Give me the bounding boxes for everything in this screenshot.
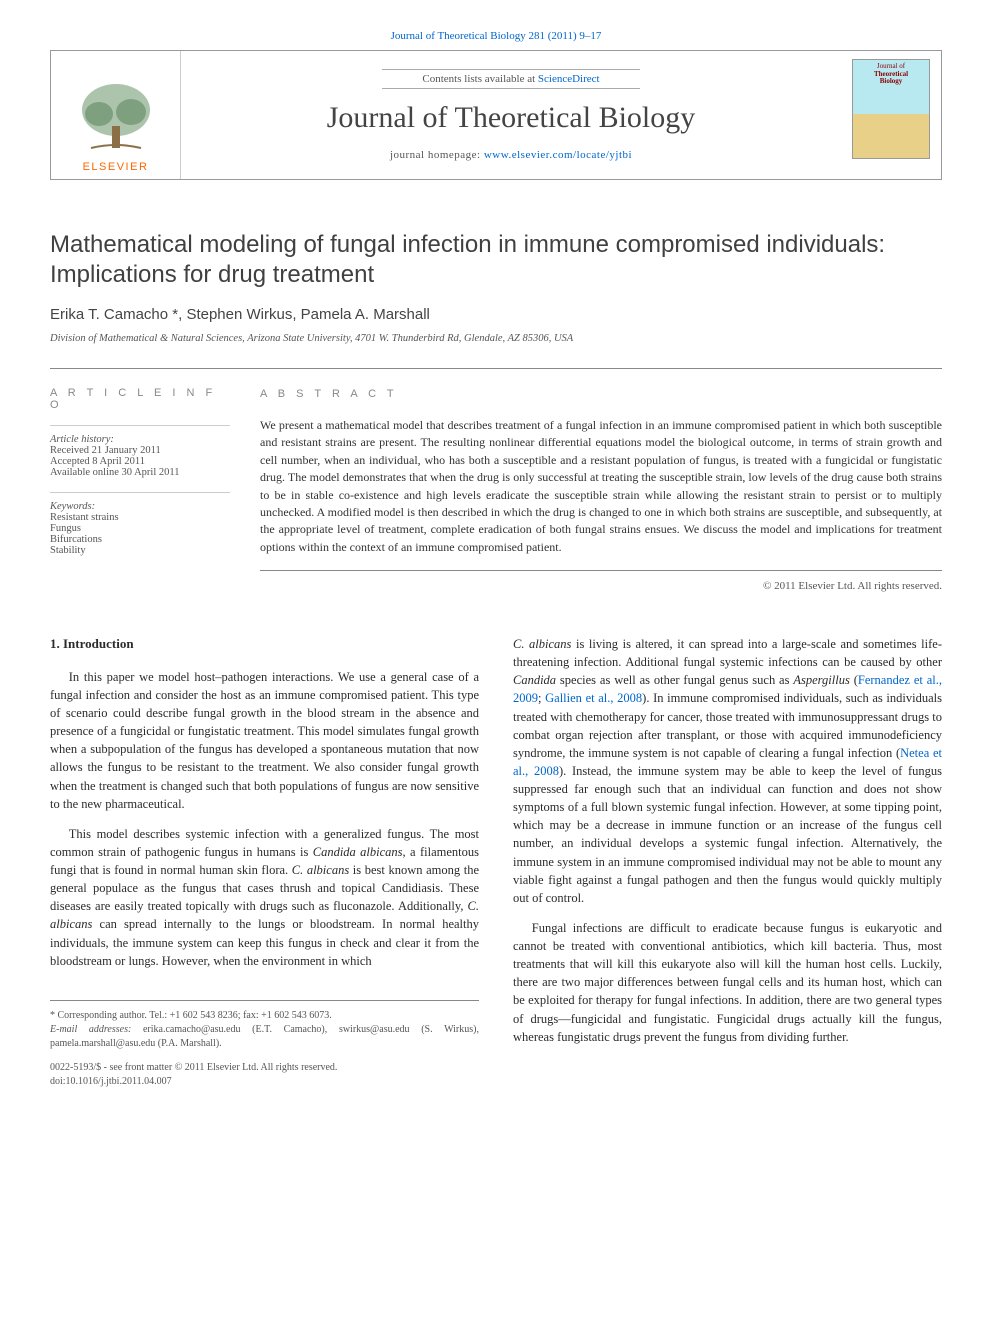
cover-line3: Biology bbox=[853, 78, 929, 86]
species-name: Candida bbox=[513, 673, 556, 687]
article-title: Mathematical modeling of fungal infectio… bbox=[50, 230, 942, 290]
corresponding-author: * Corresponding author. Tel.: +1 602 543… bbox=[50, 1009, 479, 1023]
elsevier-tree-icon bbox=[71, 82, 161, 157]
email-label: E-mail addresses: bbox=[50, 1024, 131, 1035]
homepage-prefix: journal homepage: bbox=[390, 149, 484, 161]
article-info-heading: A R T I C L E I N F O bbox=[50, 387, 230, 411]
authors: Erika T. Camacho *, Stephen Wirkus, Pame… bbox=[50, 306, 942, 323]
species-name: Candida albicans bbox=[313, 845, 403, 859]
footer-meta: 0022-5193/$ - see front matter © 2011 El… bbox=[50, 1061, 479, 1089]
affiliation: Division of Mathematical & Natural Scien… bbox=[50, 333, 942, 344]
abstract-column: A B S T R A C T We present a mathematica… bbox=[260, 387, 942, 595]
keyword: Fungus bbox=[50, 523, 230, 534]
meta-abstract-row: A R T I C L E I N F O Article history: R… bbox=[50, 368, 942, 595]
body-paragraph: In this paper we model host–pathogen int… bbox=[50, 668, 479, 813]
text-run: is living is altered, it can spread into… bbox=[513, 637, 942, 669]
body-paragraph: C. albicans is living is altered, it can… bbox=[513, 635, 942, 907]
sciencedirect-link[interactable]: ScienceDirect bbox=[538, 73, 600, 85]
doi-line: doi:10.1016/j.jtbi.2011.04.007 bbox=[50, 1075, 479, 1089]
citation-link[interactable]: Gallien et al., 2008 bbox=[545, 691, 642, 705]
text-run: ). Instead, the immune system may be abl… bbox=[513, 764, 942, 905]
species-name: Aspergillus bbox=[793, 673, 849, 687]
keyword: Stability bbox=[50, 545, 230, 556]
contents-line: Contents lists available at ScienceDirec… bbox=[382, 69, 639, 89]
journal-cover-thumbnail[interactable]: Journal of Theoretical Biology bbox=[852, 59, 930, 159]
homepage-line: journal homepage: www.elsevier.com/locat… bbox=[390, 149, 632, 161]
publisher-name: ELSEVIER bbox=[83, 161, 149, 173]
body-paragraph: This model describes systemic infection … bbox=[50, 825, 479, 970]
keywords-label: Keywords: bbox=[50, 501, 230, 512]
history-accepted: Accepted 8 April 2011 bbox=[50, 456, 230, 467]
body-column-right: C. albicans is living is altered, it can… bbox=[513, 635, 942, 1089]
body-columns: 1. Introduction In this paper we model h… bbox=[50, 635, 942, 1089]
section-heading: 1. Introduction bbox=[50, 635, 479, 654]
footnotes: * Corresponding author. Tel.: +1 602 543… bbox=[50, 1000, 479, 1051]
keyword: Bifurcations bbox=[50, 534, 230, 545]
homepage-link[interactable]: www.elsevier.com/locate/yjtbi bbox=[484, 149, 632, 161]
abstract-text: We present a mathematical model that des… bbox=[260, 417, 942, 571]
masthead: ELSEVIER Contents lists available at Sci… bbox=[50, 50, 942, 180]
article-info-column: A R T I C L E I N F O Article history: R… bbox=[50, 387, 260, 595]
keyword: Resistant strains bbox=[50, 512, 230, 523]
citation-header[interactable]: Journal of Theoretical Biology 281 (2011… bbox=[50, 30, 942, 42]
text-run: ( bbox=[850, 673, 858, 687]
text-run: species as well as other fungal genus su… bbox=[556, 673, 793, 687]
history-label: Article history: bbox=[50, 434, 230, 445]
species-name: C. albicans bbox=[513, 637, 571, 651]
history-online: Available online 30 April 2011 bbox=[50, 467, 230, 478]
issn-line: 0022-5193/$ - see front matter © 2011 El… bbox=[50, 1061, 479, 1075]
species-name: C. albicans bbox=[292, 863, 349, 877]
cover-thumb-block: Journal of Theoretical Biology bbox=[841, 51, 941, 179]
journal-name: Journal of Theoretical Biology bbox=[327, 101, 696, 135]
history-received: Received 21 January 2011 bbox=[50, 445, 230, 456]
masthead-center: Contents lists available at ScienceDirec… bbox=[181, 51, 841, 179]
history-block: Article history: Received 21 January 201… bbox=[50, 425, 230, 478]
body-column-left: 1. Introduction In this paper we model h… bbox=[50, 635, 479, 1089]
contents-prefix: Contents lists available at bbox=[422, 73, 537, 85]
body-paragraph: Fungal infections are difficult to eradi… bbox=[513, 919, 942, 1046]
publisher-block: ELSEVIER bbox=[51, 51, 181, 179]
abstract-copyright: © 2011 Elsevier Ltd. All rights reserved… bbox=[260, 579, 942, 595]
keywords-block: Keywords: Resistant strains Fungus Bifur… bbox=[50, 492, 230, 556]
email-line: E-mail addresses: erika.camacho@asu.edu … bbox=[50, 1023, 479, 1051]
abstract-heading: A B S T R A C T bbox=[260, 387, 942, 403]
text-run: can spread internally to the lungs or bl… bbox=[50, 917, 479, 967]
